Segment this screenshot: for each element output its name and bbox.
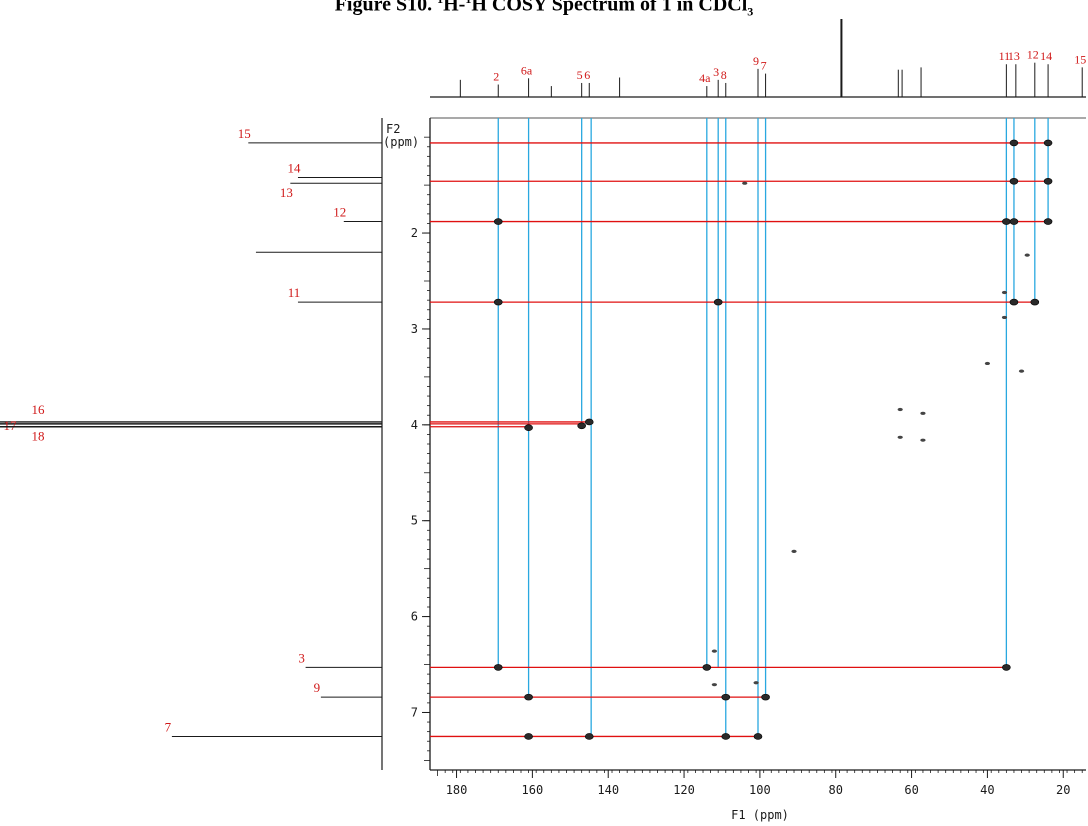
- cross-peak: [1009, 177, 1019, 185]
- axes: F2 (ppm) F1 (ppm) 180 160 140 120 100 80 60 40 20…: [383, 122, 1083, 822]
- cross-peak: [493, 218, 503, 225]
- top-peak-label: 14: [1040, 49, 1052, 63]
- top-peak-label: 7: [761, 59, 767, 73]
- top-peak-label: 6a: [521, 63, 533, 77]
- caption-solvent-sub: 3: [747, 4, 754, 19]
- left-peak-label: 3: [298, 650, 305, 665]
- left-peak-label: 11: [288, 285, 301, 300]
- y-tick-label: 7: [411, 705, 418, 719]
- cross-peak: [1009, 139, 1019, 147]
- top-peak-label: 12: [1027, 48, 1039, 62]
- caption-solvent: in CDCl: [671, 0, 748, 16]
- cross-peak: [1043, 177, 1053, 185]
- minor-peak: [1024, 253, 1030, 257]
- top-peak-label: 9: [753, 54, 759, 68]
- cross-peak: [1043, 139, 1053, 147]
- cross-peak: [753, 733, 763, 740]
- minor-peak: [897, 407, 903, 412]
- minor-peak: [984, 361, 991, 366]
- minor-peak: [791, 549, 797, 553]
- top-peak-label: 11: [999, 49, 1011, 63]
- minor-peak: [897, 435, 903, 439]
- caption-compound: 1: [661, 0, 672, 16]
- cross-peak: [493, 298, 503, 306]
- caption-prefix: Figure S10.: [334, 0, 433, 16]
- left-peak-label: 9: [314, 680, 321, 695]
- left-peak-label: 15: [238, 126, 251, 141]
- cross-peak: [1002, 218, 1011, 225]
- x-tick-label: 120: [673, 783, 695, 797]
- cross-peak: [584, 418, 594, 426]
- minor-peak: [753, 681, 759, 685]
- cross-peak: [1043, 218, 1053, 225]
- y-tick-label: 4: [411, 418, 418, 432]
- minor-peak: [920, 438, 926, 442]
- figure-caption: Figure S10. 1H-1H COSY Spectrum of 1 in …: [0, 0, 1088, 20]
- x-tick-label: 180: [446, 783, 468, 797]
- x-tick-label: 20: [1056, 783, 1070, 797]
- x-tick-label: 40: [980, 783, 994, 797]
- x-axis-label: F1 (ppm): [731, 808, 789, 822]
- left-peak-label: 12: [333, 205, 346, 220]
- x-tick-label: 60: [904, 783, 918, 797]
- cross-peak: [761, 693, 770, 701]
- cross-peak: [524, 693, 533, 701]
- x-tick-label: 160: [522, 783, 544, 797]
- left-peak-label: 18: [32, 429, 45, 444]
- cross-peak: [1009, 218, 1019, 225]
- cross-peak: [524, 424, 533, 432]
- cross-peak: [721, 693, 731, 701]
- left-peak-label: 17: [4, 418, 18, 433]
- red-guide-lines: [430, 142, 1049, 738]
- left-peak-label: 13: [280, 185, 293, 200]
- cross-peak: [584, 733, 594, 740]
- top-peak-label: 15: [1074, 52, 1086, 66]
- cross-peak: [493, 664, 503, 671]
- minor-peak: [1018, 369, 1025, 373]
- y-axis-label-line: F2: [386, 122, 400, 136]
- left-peak-label: 16: [32, 402, 46, 417]
- cross-peak: [1002, 664, 1011, 671]
- y-tick-label: 6: [411, 610, 418, 624]
- left-peak-label: 14: [287, 160, 301, 175]
- top-peak-label: 3: [713, 65, 719, 79]
- top-peak-label: 4a: [699, 71, 711, 85]
- top-peak-label: 6: [584, 68, 590, 82]
- x-tick-label: 100: [749, 783, 771, 797]
- caption-nucleus-a-mass: 1: [437, 0, 443, 6]
- y-axis-label-line: (ppm): [383, 135, 419, 149]
- cross-peak: [577, 422, 586, 430]
- cross-peak: [713, 298, 723, 306]
- caption-nucleus-b-mass: 1: [465, 0, 471, 6]
- x-tick-label: 140: [597, 783, 619, 797]
- y-tick-label: 2: [411, 226, 418, 240]
- top-peak-label: 13: [1008, 49, 1020, 63]
- left-projection: 15 14 13 12 11 16 17 18 39 7: [0, 118, 383, 770]
- top-peak-label: 8: [721, 68, 727, 82]
- top-peak-label: 5: [577, 68, 583, 82]
- minor-peak: [711, 683, 717, 687]
- y-axis-label: F2 (ppm): [383, 122, 419, 149]
- minor-peak: [742, 181, 748, 185]
- minor-peak: [1001, 290, 1008, 295]
- y-tick-label: 5: [411, 514, 418, 528]
- top-peak-label: 2: [493, 70, 499, 84]
- cross-peak: [1009, 298, 1019, 306]
- caption-nucleus-a: H-: [443, 0, 466, 16]
- minor-peak: [920, 411, 926, 415]
- caption-nucleus-b: H COSY Spectrum of: [471, 0, 662, 16]
- cross-peak: [721, 733, 731, 740]
- cross-peak: [1030, 298, 1040, 306]
- minor-peak: [711, 649, 717, 653]
- minor-peak: [1001, 315, 1008, 320]
- cross-peaks: [493, 139, 1053, 740]
- cross-peak: [702, 664, 712, 671]
- left-peak-label: 7: [165, 719, 172, 734]
- y-tick-label: 3: [411, 322, 418, 336]
- cross-peak: [524, 733, 533, 740]
- x-tick-label: 80: [829, 783, 843, 797]
